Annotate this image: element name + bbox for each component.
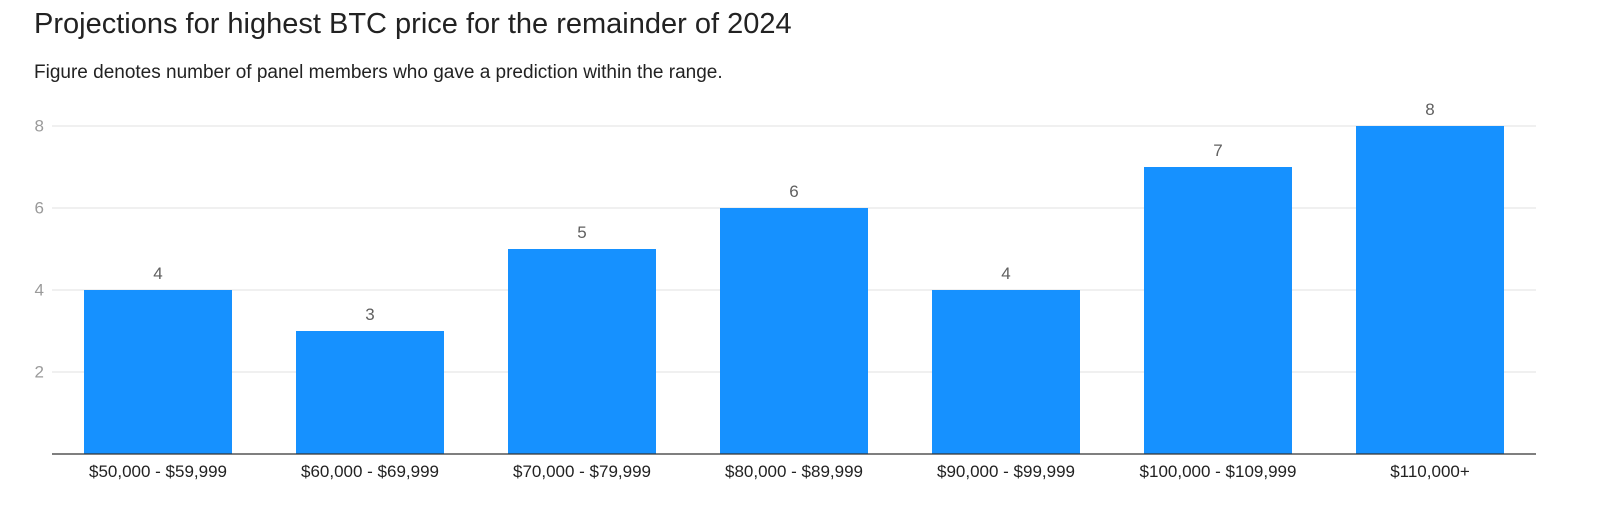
x-tick-label: $50,000 - $59,999 [89,462,227,481]
data-label: 3 [365,305,374,324]
data-label: 7 [1213,141,1222,160]
y-tick-label: 8 [35,117,44,136]
bar [932,290,1080,454]
x-axis-labels: $50,000 - $59,999 $60,000 - $69,999 $70,00… [89,462,1470,481]
bar [1144,167,1292,454]
chart-subtitle: Figure denotes number of panel members w… [34,62,723,83]
y-axis-ticks: 2 4 6 8 [35,117,44,382]
value-labels: 4 3 5 6 4 7 8 [153,100,1434,324]
bar [84,290,232,454]
bar [508,249,656,454]
bar [720,208,868,454]
bars [84,126,1504,454]
x-tick-label: $90,000 - $99,999 [937,462,1075,481]
data-label: 5 [577,223,586,242]
data-label: 6 [789,182,798,201]
x-tick-label: $70,000 - $79,999 [513,462,651,481]
bar [296,331,444,454]
chart-title: Projections for highest BTC price for th… [34,8,792,40]
y-tick-label: 2 [35,363,44,382]
data-label: 4 [153,264,162,283]
bar [1356,126,1504,454]
data-label: 8 [1425,100,1434,119]
data-label: 4 [1001,264,1010,283]
y-tick-label: 4 [35,281,44,300]
y-tick-label: 6 [35,199,44,218]
x-tick-label: $60,000 - $69,999 [301,462,439,481]
x-tick-label: $110,000+ [1390,462,1470,481]
x-tick-label: $80,000 - $89,999 [725,462,863,481]
x-tick-label: $100,000 - $109,999 [1140,462,1297,481]
